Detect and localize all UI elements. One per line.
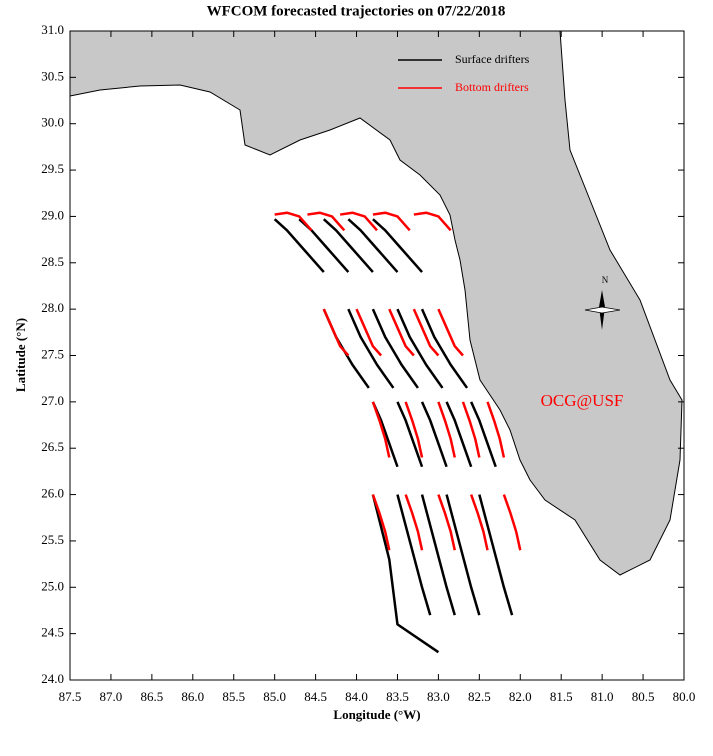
y-axis-label: Latitude (°N) bbox=[13, 318, 28, 392]
compass-label: N bbox=[602, 275, 609, 285]
trajectory bbox=[420, 401, 448, 468]
trajectory bbox=[478, 494, 514, 616]
x-tick-label: 85.0 bbox=[263, 689, 286, 704]
compass bbox=[584, 290, 621, 330]
trajectory bbox=[371, 494, 440, 654]
y-tick-label: 29.5 bbox=[41, 161, 64, 176]
trajectory bbox=[322, 218, 374, 273]
x-tick-label: 83.5 bbox=[386, 689, 409, 704]
trajectory bbox=[307, 211, 346, 232]
y-tick-label: 26.5 bbox=[41, 439, 64, 454]
trajectory bbox=[404, 401, 424, 458]
trajectory bbox=[355, 308, 383, 357]
x-tick-label: 81.0 bbox=[591, 689, 614, 704]
legend-label: Bottom drifters bbox=[455, 80, 529, 94]
x-tick-label: 81.5 bbox=[550, 689, 573, 704]
trajectory bbox=[412, 308, 440, 357]
y-tick-label: 31.0 bbox=[41, 22, 64, 37]
y-tick-label: 28.5 bbox=[41, 254, 64, 269]
y-tick-label: 28.0 bbox=[41, 300, 64, 315]
x-tick-label: 85.5 bbox=[222, 689, 245, 704]
trajectory bbox=[371, 494, 391, 551]
annotation: OCG@USF bbox=[541, 391, 624, 410]
trajectory bbox=[372, 211, 411, 232]
x-tick-label: 86.0 bbox=[181, 689, 204, 704]
y-tick-label: 24.5 bbox=[41, 625, 64, 640]
trajectory bbox=[469, 494, 489, 551]
trajectory bbox=[445, 494, 481, 616]
trajectory bbox=[388, 308, 415, 357]
x-tick-label: 80.5 bbox=[632, 689, 655, 704]
trajectory bbox=[502, 494, 522, 551]
trajectory bbox=[437, 494, 456, 551]
y-tick-label: 27.5 bbox=[41, 346, 64, 361]
trajectory bbox=[339, 211, 378, 232]
x-tick-label: 87.5 bbox=[59, 689, 82, 704]
x-axis-label: Longitude (°W) bbox=[333, 707, 420, 722]
trajectory bbox=[347, 218, 399, 273]
x-tick-label: 82.0 bbox=[509, 689, 532, 704]
y-tick-label: 26.0 bbox=[41, 486, 64, 501]
x-tick-label: 82.5 bbox=[468, 689, 491, 704]
trajectory bbox=[486, 401, 506, 458]
trajectory bbox=[420, 494, 456, 616]
y-tick-label: 24.0 bbox=[41, 671, 64, 686]
y-tick-label: 25.5 bbox=[41, 532, 64, 547]
y-tick-label: 29.0 bbox=[41, 207, 64, 222]
trajectory bbox=[322, 308, 350, 357]
trajectory bbox=[372, 218, 423, 273]
trajectory bbox=[347, 308, 395, 389]
trajectory bbox=[396, 401, 424, 468]
x-tick-label: 80.0 bbox=[673, 689, 696, 704]
x-tick-label: 84.0 bbox=[345, 689, 368, 704]
trajectory bbox=[396, 308, 444, 389]
x-tick-label: 86.5 bbox=[140, 689, 163, 704]
trajectory bbox=[273, 218, 325, 273]
x-tick-label: 83.0 bbox=[427, 689, 450, 704]
trajectory bbox=[470, 401, 497, 468]
x-tick-label: 87.0 bbox=[100, 689, 123, 704]
trajectory bbox=[413, 211, 452, 232]
trajectory bbox=[371, 401, 391, 458]
trajectory bbox=[445, 401, 473, 468]
trajectory bbox=[461, 401, 481, 458]
trajectory bbox=[437, 308, 464, 357]
trajectory bbox=[437, 401, 456, 458]
chart-title: WFCOM forecasted trajectories on 07/22/2… bbox=[207, 3, 506, 19]
legend-label: Surface drifters bbox=[455, 52, 530, 66]
y-tick-label: 30.5 bbox=[41, 68, 64, 83]
x-tick-label: 84.5 bbox=[304, 689, 327, 704]
land bbox=[69, 30, 683, 576]
trajectory bbox=[396, 494, 432, 616]
y-tick-label: 25.0 bbox=[41, 578, 64, 593]
trajectory bbox=[404, 494, 424, 551]
trajectory bbox=[371, 308, 419, 389]
y-tick-label: 30.0 bbox=[41, 115, 64, 130]
trajectory bbox=[420, 308, 469, 389]
y-tick-label: 27.0 bbox=[41, 393, 64, 408]
trajectory bbox=[274, 211, 313, 232]
